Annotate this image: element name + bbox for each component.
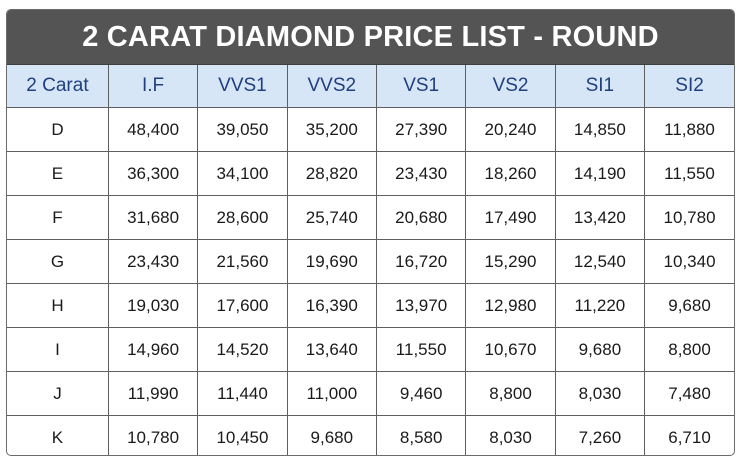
price-cell: 11,550 [644,151,734,196]
header-row: 2 Carat I.F VVS1 VVS2 VS1 VS2 SI1 SI2 [7,65,734,108]
price-cell: 13,970 [375,283,467,328]
column-header-vvs1: VVS1 [197,65,288,108]
price-cell: 20,240 [465,107,556,152]
column-header-vvs2: VVS2 [286,65,377,108]
price-cell: 10,670 [465,327,556,372]
color-grade-cell: G [7,239,109,284]
price-cell: 10,780 [107,415,199,455]
price-cell: 34,100 [197,151,288,196]
table-row: H 19,030 17,600 16,390 13,970 12,980 11,… [7,283,734,328]
price-cell: 36,300 [107,151,199,196]
price-cell: 19,030 [107,283,199,328]
table-row: J 11,990 11,440 11,000 9,460 8,800 8,030… [7,371,734,416]
color-grade-cell: F [7,195,109,240]
table-row: I 14,960 14,520 13,640 11,550 10,670 9,6… [7,327,734,372]
color-grade-cell: I [7,327,109,372]
price-cell: 7,480 [644,371,734,416]
price-cell: 7,260 [554,415,646,455]
column-header-vs1: VS1 [375,65,467,108]
price-cell: 48,400 [107,107,199,152]
price-cell: 39,050 [197,107,288,152]
price-cell: 11,000 [286,371,377,416]
price-cell: 11,220 [554,283,646,328]
price-cell: 8,580 [375,415,467,455]
price-cell: 8,800 [644,327,734,372]
color-grade-cell: J [7,371,109,416]
price-cell: 11,990 [107,371,199,416]
price-list-card: 2 CARAT DIAMOND PRICE LIST - ROUND 2 Car… [6,9,735,456]
column-header-si1: SI1 [554,65,646,108]
price-cell: 9,460 [375,371,467,416]
price-cell: 14,190 [554,151,646,196]
price-cell: 11,550 [375,327,467,372]
price-cell: 12,980 [465,283,556,328]
price-cell: 9,680 [554,327,646,372]
price-cell: 17,490 [465,195,556,240]
price-cell: 23,430 [107,239,199,284]
column-header-vs2: VS2 [465,65,556,108]
color-grade-cell: H [7,283,109,328]
price-cell: 23,430 [375,151,467,196]
price-cell: 27,390 [375,107,467,152]
price-cell: 20,680 [375,195,467,240]
price-table: 2 Carat I.F VVS1 VVS2 VS1 VS2 SI1 SI2 D … [7,65,734,455]
color-grade-cell: K [7,415,109,455]
table-row: D 48,400 39,050 35,200 27,390 20,240 14,… [7,107,734,152]
price-cell: 8,800 [465,371,556,416]
price-cell: 21,560 [197,239,288,284]
price-cell: 18,260 [465,151,556,196]
price-cell: 11,440 [197,371,288,416]
price-cell: 16,390 [286,283,377,328]
price-cell: 14,850 [554,107,646,152]
price-cell: 10,780 [644,195,734,240]
price-cell: 10,340 [644,239,734,284]
color-grade-cell: D [7,107,109,152]
price-cell: 12,540 [554,239,646,284]
price-cell: 35,200 [286,107,377,152]
price-cell: 8,030 [554,371,646,416]
table-row: F 31,680 28,600 25,740 20,680 17,490 13,… [7,195,734,240]
price-cell: 13,420 [554,195,646,240]
price-cell: 14,960 [107,327,199,372]
price-cell: 10,450 [197,415,288,455]
price-cell: 8,030 [465,415,556,455]
price-cell: 6,710 [644,415,734,455]
column-header-si2: SI2 [644,65,734,108]
price-cell: 19,690 [286,239,377,284]
table-row: G 23,430 21,560 19,690 16,720 15,290 12,… [7,239,734,284]
price-cell: 31,680 [107,195,199,240]
table-row: K 10,780 10,450 9,680 8,580 8,030 7,260 … [7,415,734,455]
column-header-if: I.F [107,65,199,108]
price-cell: 11,880 [644,107,734,152]
price-cell: 16,720 [375,239,467,284]
price-cell: 13,640 [286,327,377,372]
price-cell: 15,290 [465,239,556,284]
price-cell: 14,520 [197,327,288,372]
price-cell: 9,680 [644,283,734,328]
price-cell: 25,740 [286,195,377,240]
column-header-carat: 2 Carat [7,65,109,108]
price-list-title: 2 CARAT DIAMOND PRICE LIST - ROUND [7,10,734,65]
price-cell: 9,680 [286,415,377,455]
price-cell: 28,820 [286,151,377,196]
color-grade-cell: E [7,151,109,196]
price-cell: 17,600 [197,283,288,328]
table-row: E 36,300 34,100 28,820 23,430 18,260 14,… [7,151,734,196]
price-cell: 28,600 [197,195,288,240]
